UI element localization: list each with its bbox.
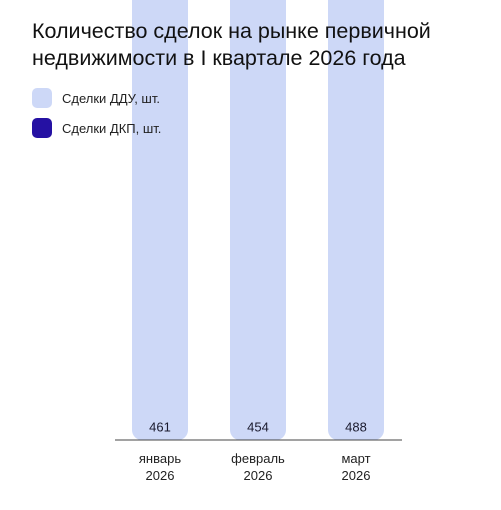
x-tick-label: март 2026 — [341, 451, 371, 483]
x-tick-label: февраль 2026 — [231, 451, 285, 483]
x-tick-label: январь 2026 — [138, 451, 182, 483]
bar-segment — [132, 0, 188, 440]
value-label: 454 — [247, 419, 269, 434]
legend-label: Сделки ДДУ, шт. — [62, 91, 160, 106]
chart-title: Количество сделок на рынке первичной нед… — [32, 19, 431, 70]
legend-label: Сделки ДКП, шт. — [62, 121, 162, 136]
value-label: 461 — [149, 419, 171, 434]
bar-segment — [328, 0, 384, 440]
legend-swatch — [32, 88, 52, 108]
value-label: 488 — [345, 419, 367, 434]
legend-swatch — [32, 118, 52, 138]
bar-segment — [230, 0, 286, 440]
